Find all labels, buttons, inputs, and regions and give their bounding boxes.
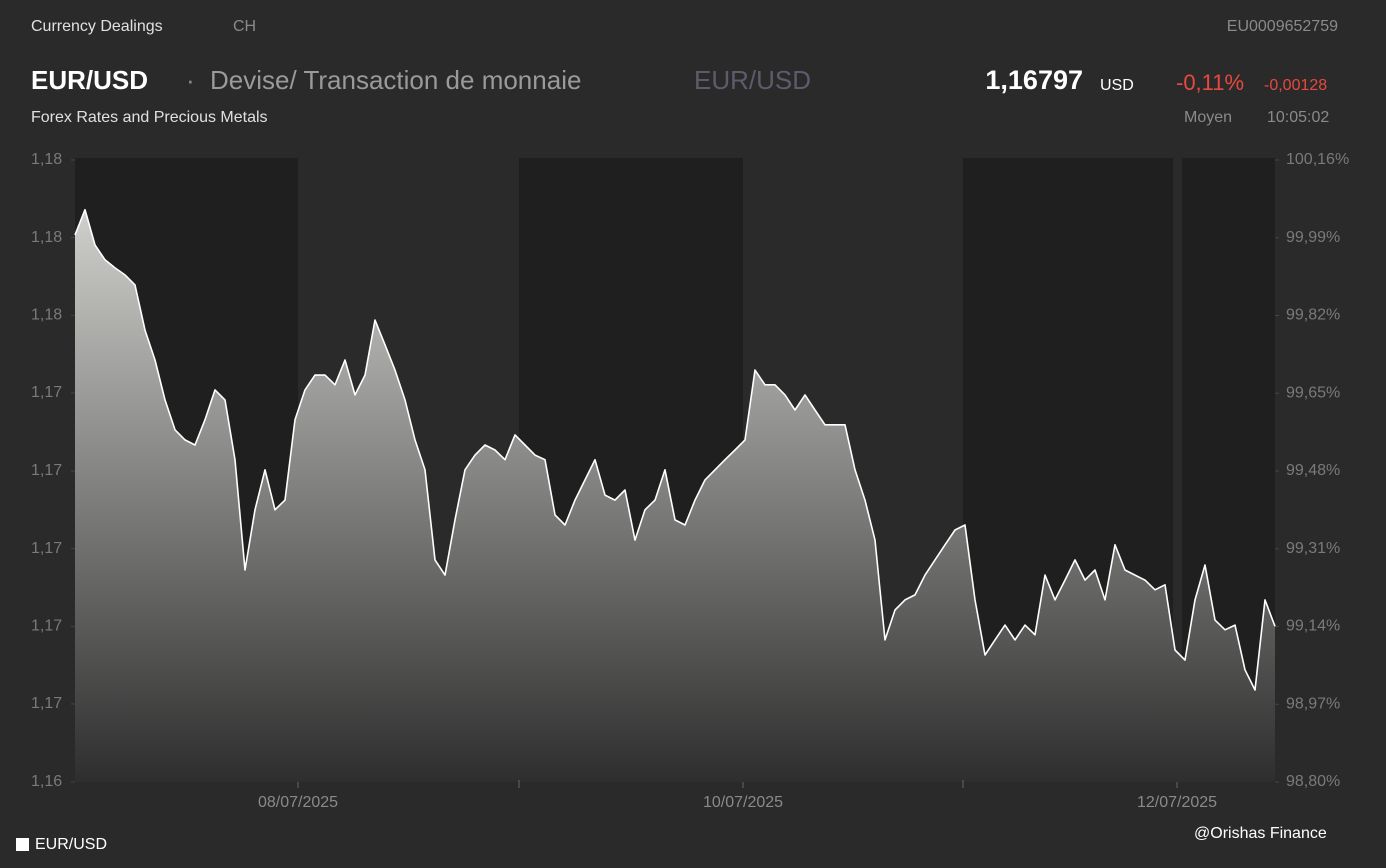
x-tick-label: 10/07/2025 [703,794,783,811]
y2-tick-label: 98,97% [1286,695,1340,712]
y-tick-label: 1,17 [31,384,62,401]
subtitle: Forex Rates and Precious Metals [31,109,268,126]
y-tick-label: 1,18 [31,307,62,324]
day-separators [518,780,964,788]
area-fill [75,209,1275,782]
price: 1,16797 [985,65,1083,95]
symbol-secondary: EUR/USD [694,65,811,95]
y-tick-label: 1,18 [31,151,62,168]
legend-label[interactable]: EUR/USD [35,836,107,853]
country-label: CH [233,18,256,35]
y-tick-label: 1,17 [31,618,62,635]
description: Devise/ Transaction de monnaie [210,65,581,95]
legend-swatch [16,838,29,851]
y-tick-label: 1,17 [31,462,62,479]
isin: EU0009652759 [1227,18,1338,35]
y-tick-label: 1,17 [31,540,62,557]
y2-tick-label: 99,14% [1286,618,1340,635]
currency: USD [1100,77,1134,94]
section-label: Currency Dealings [31,18,163,35]
y-tick-label: 1,18 [31,229,62,246]
x-tick-label: 08/07/2025 [258,794,338,811]
separator: · [186,65,195,95]
y2-tick-label: 100,16% [1286,151,1349,168]
y2-tick-label: 98,80% [1286,773,1340,790]
y2-tick-label: 99,82% [1286,307,1340,324]
price-type: Moyen [1184,109,1232,126]
change-percent: -0,11% [1176,70,1244,95]
time: 10:05:02 [1267,109,1329,126]
price-line [74,208,1276,691]
y2-tick-label: 99,48% [1286,462,1340,479]
x-tick-label: 12/07/2025 [1137,794,1217,811]
symbol: EUR/USD [31,65,148,95]
y2-tick-label: 99,99% [1286,229,1340,246]
change-absolute: -0,00128 [1264,77,1327,94]
plot: 1,16 1,17 1,17 1,17 1,17 1,17 1,18 1,18 1,18 98,8… [31,151,1349,811]
y-tick-label: 1,17 [31,695,62,712]
y-tick-label: 1,16 [31,773,62,790]
footer-credit: @Orishas Finance [1194,825,1327,842]
y2-tick-label: 99,31% [1286,540,1340,557]
y2-tick-label: 99,65% [1286,384,1340,401]
